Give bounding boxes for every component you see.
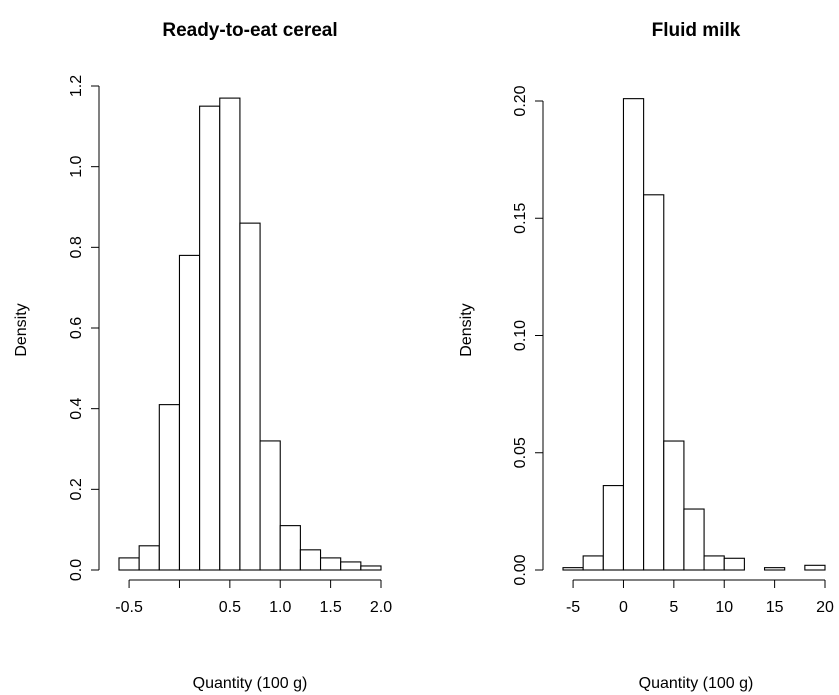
cereal-y-axis: 0.0 0.2 0.4 0.6 0.8 1.0 1.2 xyxy=(68,75,100,581)
milk-y-tick-label: 0.10 xyxy=(512,320,529,351)
cereal-y-tick-label: 0.6 xyxy=(68,317,85,339)
cereal-bar xyxy=(340,561,362,571)
milk-x-axis: -5 0 5 10 15 20 xyxy=(566,579,834,616)
milk-x-tick-label: -5 xyxy=(566,599,580,616)
milk-histogram-panel: Fluid milk Quantity (100 g) Density -5 0 5… xyxy=(458,20,834,692)
milk-bar xyxy=(683,508,705,571)
cereal-bar xyxy=(178,254,201,571)
cereal-x-tick-label: 1.0 xyxy=(269,599,291,616)
milk-y-tick-label: 0.05 xyxy=(512,437,529,468)
milk-bar xyxy=(763,567,786,571)
cereal-x-tick-label: 0.5 xyxy=(219,599,241,616)
cereal-x-tick-label: -0.5 xyxy=(115,599,143,616)
cereal-bar xyxy=(239,222,261,571)
cereal-bar xyxy=(279,525,301,571)
milk-bar xyxy=(804,564,826,571)
cereal-y-tick-label: 0.0 xyxy=(68,559,85,581)
milk-x-axis-label: Quantity (100 g) xyxy=(639,675,754,692)
cereal-y-tick-label: 0.4 xyxy=(68,397,85,419)
cereal-x-tick-label: 2.0 xyxy=(370,599,392,616)
cereal-y-tick-label: 0.2 xyxy=(68,478,85,500)
milk-chart-title: Fluid milk xyxy=(652,20,741,41)
cereal-x-axis-label: Quantity (100 g) xyxy=(193,675,308,692)
milk-x-tick-label: 10 xyxy=(715,599,733,616)
milk-bar xyxy=(643,194,665,571)
cereal-y-axis-label: Density xyxy=(13,303,30,356)
cereal-bar xyxy=(259,440,281,571)
cereal-bar xyxy=(319,557,342,571)
cereal-bar xyxy=(118,557,140,571)
cereal-bars xyxy=(118,97,382,571)
cereal-bar xyxy=(138,545,160,571)
cereal-bar xyxy=(158,404,181,571)
cereal-bar xyxy=(219,97,241,571)
cereal-y-tick-label: 1.2 xyxy=(68,75,85,97)
cereal-bar xyxy=(299,549,322,571)
milk-x-tick-label: 5 xyxy=(669,599,678,616)
milk-x-tick-label: 20 xyxy=(816,599,834,616)
milk-x-tick-label: 15 xyxy=(766,599,784,616)
cereal-y-tick-label: 0.8 xyxy=(68,236,85,258)
milk-y-tick-label: 0.15 xyxy=(512,203,529,234)
milk-bar xyxy=(622,98,645,571)
milk-y-axis: 0.00 0.05 0.10 0.15 0.20 xyxy=(512,85,544,586)
cereal-histogram-panel: Ready-to-eat cereal Quantity (100 g) Den… xyxy=(13,20,392,692)
milk-bar xyxy=(562,567,584,571)
cereal-chart-title: Ready-to-eat cereal xyxy=(162,20,337,41)
milk-bar xyxy=(703,555,725,571)
milk-bar xyxy=(602,485,625,571)
cereal-x-tick-label: 1.5 xyxy=(319,599,341,616)
milk-bar xyxy=(582,555,604,571)
milk-bars xyxy=(562,98,826,571)
cereal-bar xyxy=(199,105,221,571)
milk-bar xyxy=(663,440,685,571)
milk-y-axis-label: Density xyxy=(458,303,475,356)
milk-y-tick-label: 0.00 xyxy=(512,554,529,585)
cereal-y-tick-label: 1.0 xyxy=(68,155,85,177)
milk-bar xyxy=(723,557,745,571)
cereal-bar xyxy=(360,565,382,571)
milk-x-tick-label: 0 xyxy=(619,599,628,616)
milk-y-tick-label: 0.20 xyxy=(512,85,529,116)
cereal-x-axis: -0.5 0.5 1.0 1.5 2.0 xyxy=(115,579,392,616)
